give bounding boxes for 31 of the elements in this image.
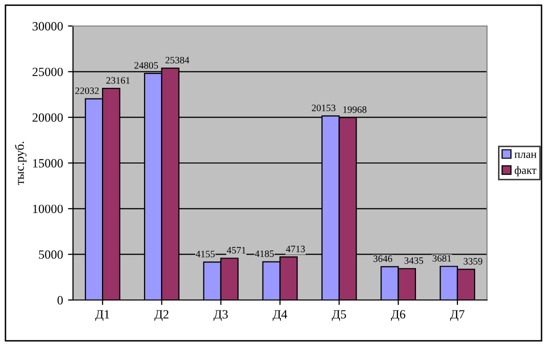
legend-label: план <box>514 152 536 158</box>
x-tick-label: Д1 <box>95 310 110 322</box>
data-label: 4571 <box>226 246 246 254</box>
data-label: 25384 <box>166 56 190 64</box>
data-label: 23161 <box>106 77 130 84</box>
y-tick-label: 10000 <box>33 204 63 214</box>
y-tick-label: 15000 <box>33 159 63 168</box>
x-tick-label: Д6 <box>390 310 406 322</box>
legend-label: факт <box>514 166 536 176</box>
data-label: 3359 <box>464 258 482 265</box>
y-tick-label: 25000 <box>32 68 63 76</box>
x-tick-label: Д7 <box>450 310 464 322</box>
data-label: 20153 <box>312 104 336 112</box>
data-label: 19968 <box>343 106 366 113</box>
x-tick-label: Д4 <box>272 310 288 322</box>
y-tick-label: 20000 <box>32 113 63 122</box>
data-label: 3646 <box>374 255 392 262</box>
y-tick-label: 0 <box>58 296 63 304</box>
x-tick-label: Д5 <box>332 310 346 322</box>
data-label: 4155 <box>196 250 215 258</box>
data-label: 4185 <box>254 250 274 258</box>
data-label: 3435 <box>404 257 424 264</box>
data-label: 24805 <box>134 62 158 69</box>
y-tick-label: 5000 <box>39 250 63 259</box>
y-axis-title: тыс.руб. <box>14 142 26 185</box>
data-label: 22032 <box>75 87 99 94</box>
data-label: 3681 <box>432 255 452 262</box>
x-tick-label: Д2 <box>154 310 168 322</box>
x-tick-label: Д3 <box>214 310 228 322</box>
data-label: 4713 <box>286 246 305 252</box>
y-tick-label: 30000 <box>32 22 63 30</box>
